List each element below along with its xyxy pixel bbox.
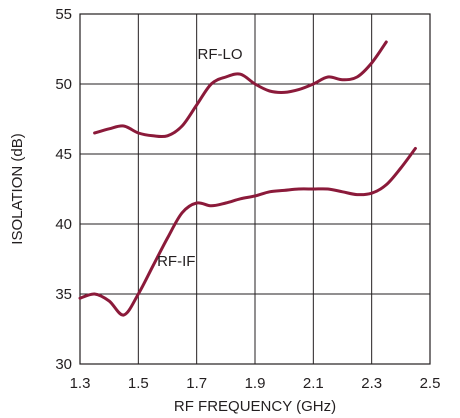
y-tick-label: 55 — [55, 6, 72, 23]
y-tick-label: 45 — [55, 146, 72, 163]
x-tick-label: 2.5 — [420, 375, 441, 392]
x-tick-labels: 1.3 1.5 1.7 1.9 2.1 2.3 2.5 — [70, 375, 441, 392]
x-tick-label: 2.3 — [361, 375, 382, 392]
y-tick-label: 35 — [55, 286, 72, 303]
series-lines — [78, 40, 417, 317]
x-tick-label: 1.9 — [245, 375, 266, 392]
y-axis-title: ISOLATION (dB) — [9, 133, 26, 244]
grid — [80, 14, 430, 364]
x-tick-label: 2.1 — [303, 375, 324, 392]
x-axis-title: RF FREQUENCY (GHz) — [174, 398, 336, 415]
y-tick-label: 30 — [55, 356, 72, 373]
y-tick-label: 50 — [55, 76, 72, 93]
x-tick-label: 1.7 — [186, 375, 207, 392]
series-line-rf-lo — [93, 40, 388, 139]
plot-frame — [79, 13, 431, 365]
series-line-rf-if — [78, 146, 417, 317]
y-tick-label: 40 — [55, 216, 72, 233]
x-tick-label: 1.3 — [70, 375, 91, 392]
y-tick-labels: 30 35 40 45 50 55 — [55, 6, 72, 373]
series-label-rf-lo: RF-LO — [198, 46, 243, 63]
series-labels: RF-LO RF-IF — [157, 46, 242, 270]
series-label-rf-if: RF-IF — [157, 253, 195, 270]
x-tick-label: 1.5 — [128, 375, 149, 392]
